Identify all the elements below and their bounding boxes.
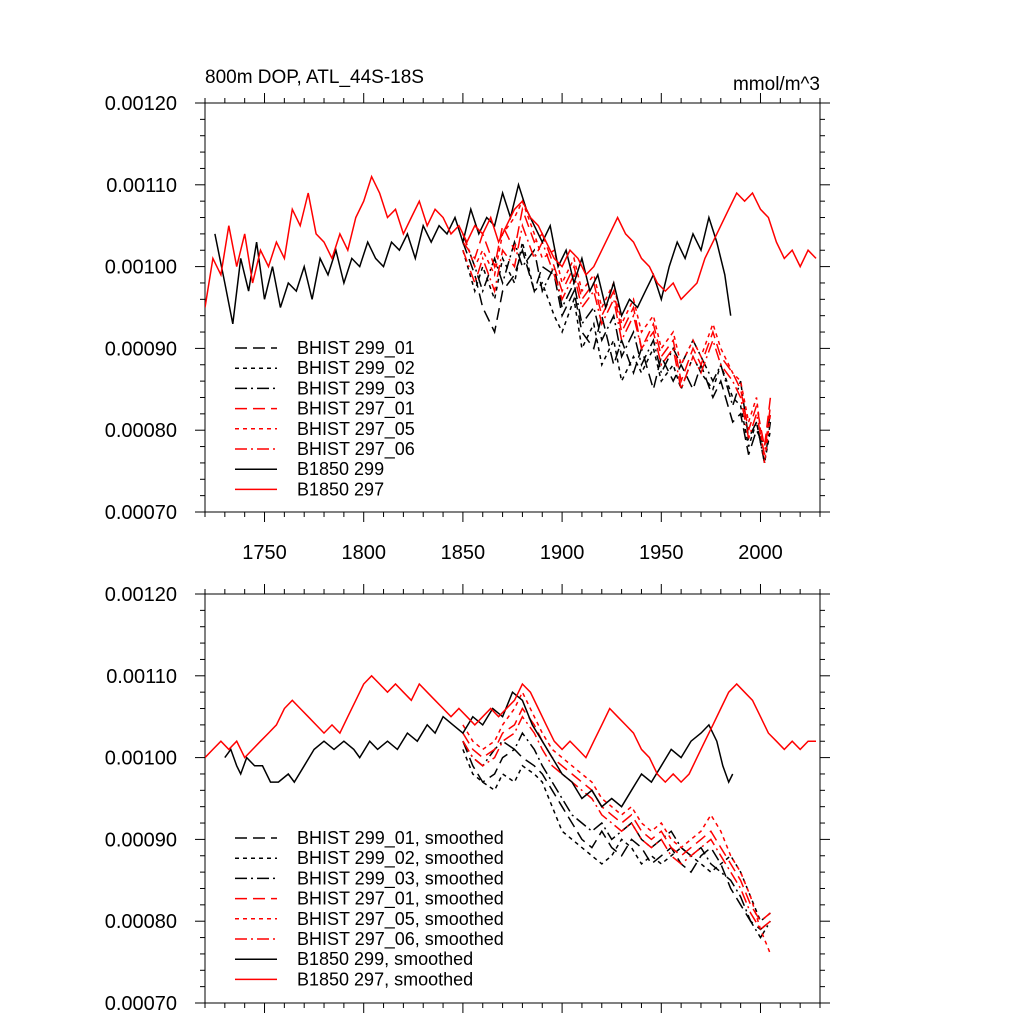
- y-tick-label: 0.00100: [105, 748, 177, 770]
- legend-label: BHIST 297_05: [297, 419, 415, 440]
- legend-label: BHIST 297_06: [297, 439, 415, 460]
- y-tick-label: 0.00070: [105, 993, 177, 1015]
- y-tick-label: 0.00090: [105, 829, 177, 851]
- series-line-5: [462, 715, 771, 931]
- series-line-2: [462, 233, 772, 464]
- series-line-3: [462, 707, 771, 923]
- title-right: mmol/m^3: [733, 74, 820, 95]
- x-tick-label: 1800: [341, 542, 386, 564]
- series-line-5: [462, 222, 772, 455]
- y-tick-label: 0.00110: [106, 666, 177, 688]
- y-tick-label: 0.00080: [105, 911, 177, 933]
- x-tick-label: 1850: [441, 542, 486, 564]
- series-line-6: [224, 690, 734, 808]
- series-line-3: [462, 206, 772, 447]
- legend-label: B1850 299, smoothed: [297, 949, 473, 969]
- y-tick-label: 0.00110: [106, 175, 177, 197]
- series-line-1: [462, 241, 772, 464]
- series-line-4: [462, 199, 772, 463]
- y-tick-label: 0.00120: [105, 584, 177, 606]
- legend-label: BHIST 299_02: [297, 358, 415, 379]
- plot-frame: [204, 593, 821, 1004]
- legend-label: BHIST 297_05, smoothed: [297, 909, 504, 930]
- series-line-4: [462, 690, 772, 955]
- legend-label: BHIST 299_02, smoothed: [297, 848, 504, 869]
- legend-label: BHIST 297_01, smoothed: [297, 889, 504, 910]
- legend-label: BHIST 299_03, smoothed: [297, 868, 504, 889]
- series-line-6: [214, 182, 732, 325]
- legend-label: BHIST 299_03: [297, 378, 415, 399]
- series-line-1: [462, 749, 771, 923]
- legend-label: BHIST 299_01, smoothed: [297, 828, 504, 849]
- y-tick-label: 0.00090: [105, 338, 177, 360]
- bottom-panel: 0.00070 0.00080 0.00090 0.00100 0.00110 0.001…: [105, 584, 830, 1015]
- y-tick-label: 0.00120: [105, 93, 177, 115]
- y-tick-label: 0.00100: [105, 257, 177, 279]
- top-panel: 0.00070 0.00080 0.00090 0.00100 0.00110 0.001…: [105, 93, 830, 564]
- y-tick-label: 0.00080: [105, 420, 177, 442]
- legend-label: B1850 299: [297, 459, 384, 479]
- y-tick-label: 0.00070: [105, 502, 177, 524]
- legend-label: BHIST 297_01: [297, 399, 415, 420]
- legend-label: B1850 297, smoothed: [297, 969, 473, 989]
- series-line-0: [462, 740, 771, 931]
- series-line-7: [205, 174, 817, 308]
- x-tick-label: 1950: [639, 542, 684, 564]
- x-tick-label: 2000: [738, 542, 783, 564]
- title-left: 800m DOP, ATL_44S-18S: [205, 67, 424, 88]
- series-line-7: [205, 674, 816, 784]
- legend-label: BHIST 297_06, smoothed: [297, 929, 504, 950]
- legend-label: B1850 297: [297, 479, 384, 499]
- x-tick-label: 1900: [540, 542, 585, 564]
- series-line-0: [462, 241, 772, 455]
- x-tick-label: 1750: [242, 542, 287, 564]
- series-line-2: [462, 731, 772, 940]
- legend-label: BHIST 299_01: [297, 338, 415, 359]
